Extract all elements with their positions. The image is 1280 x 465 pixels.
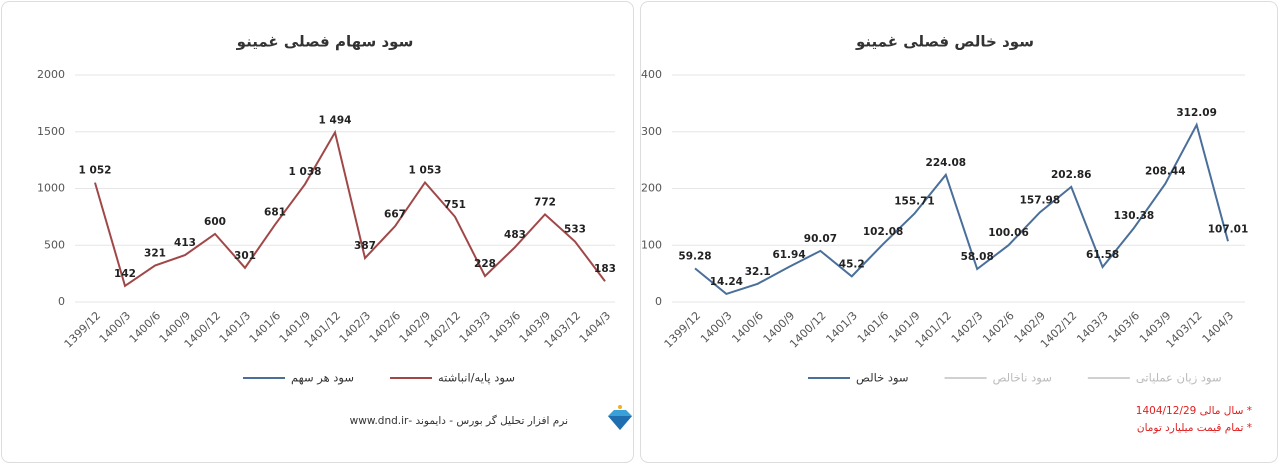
data-label: 208.44: [1145, 166, 1186, 178]
data-label: 224.08: [926, 157, 967, 169]
data-label: 100.06: [988, 227, 1029, 239]
data-label: 61.94: [772, 249, 805, 261]
data-label: 533: [564, 224, 586, 236]
note: * تمام قیمت میلیارد تومان: [1136, 422, 1252, 434]
data-label: 772: [534, 196, 556, 208]
data-label: 61.58: [1086, 249, 1119, 261]
data-label: 312.09: [1176, 107, 1217, 119]
logo-icon: [608, 405, 632, 430]
y-tick-label: 500: [44, 238, 65, 251]
data-label: 667: [384, 208, 406, 220]
data-label: 107.01: [1208, 223, 1249, 235]
legend-label: سود پایه/انباشته: [438, 371, 515, 386]
line-series: [94, 129, 606, 288]
data-label: 142: [114, 268, 136, 280]
y-tick-label: 1500: [37, 125, 65, 138]
data-label: 14.24: [710, 276, 743, 288]
data-label: 155.71: [894, 196, 935, 208]
footer: نرم افزار تحلیل گر بورس - دایموند -www.d…: [349, 415, 568, 427]
panel: [640, 1, 1278, 463]
data-label: 45.2: [839, 258, 865, 270]
data-label: 157.98: [1020, 194, 1061, 206]
data-label: 183: [594, 263, 616, 275]
data-label: 321: [144, 248, 166, 260]
data-label: 681: [264, 207, 286, 219]
data-label: 32.1: [745, 266, 771, 278]
data-label: 1 052: [79, 165, 112, 177]
y-tick-label: 2000: [37, 68, 65, 81]
y-tick-label: 0: [58, 295, 65, 308]
note: * سال مالی 1404/12/29: [1135, 405, 1252, 417]
data-label: 202.86: [1051, 169, 1092, 181]
data-label: 387: [354, 240, 376, 252]
data-label: 1 053: [409, 164, 442, 176]
legend-label: سود ناخالص: [993, 371, 1052, 386]
data-label: 301: [234, 250, 256, 262]
line-series: [694, 122, 1229, 296]
panel: [1, 1, 634, 463]
y-tick-label: 1000: [37, 182, 65, 195]
data-label: 102.08: [863, 226, 904, 238]
legend-label: سود هر سهم: [291, 371, 354, 386]
y-tick-label: 300: [641, 125, 662, 138]
y-tick-label: 200: [641, 182, 662, 195]
y-tick-label: 100: [641, 238, 662, 251]
y-tick-label: 0: [655, 295, 662, 308]
data-label: 751: [444, 199, 466, 211]
chart-title: سود سهام فصلی غمینو: [236, 33, 414, 51]
data-label: 483: [504, 229, 526, 241]
data-label: 58.08: [961, 251, 994, 263]
chart-title: سود خالص فصلی غمینو: [855, 33, 1034, 51]
data-label: 1 494: [319, 114, 352, 126]
data-label: 90.07: [804, 233, 837, 245]
legend-label: سود زیان عملیاتی: [1136, 371, 1222, 386]
data-label: 1 038: [289, 166, 322, 178]
y-tick-label: 400: [641, 68, 662, 81]
legend-label: سود خالص: [856, 371, 909, 386]
data-label: 600: [204, 216, 226, 228]
data-label: 413: [174, 237, 196, 249]
data-label: 130.38: [1114, 210, 1155, 222]
data-label: 59.28: [678, 250, 711, 262]
data-label: 228: [474, 258, 496, 270]
